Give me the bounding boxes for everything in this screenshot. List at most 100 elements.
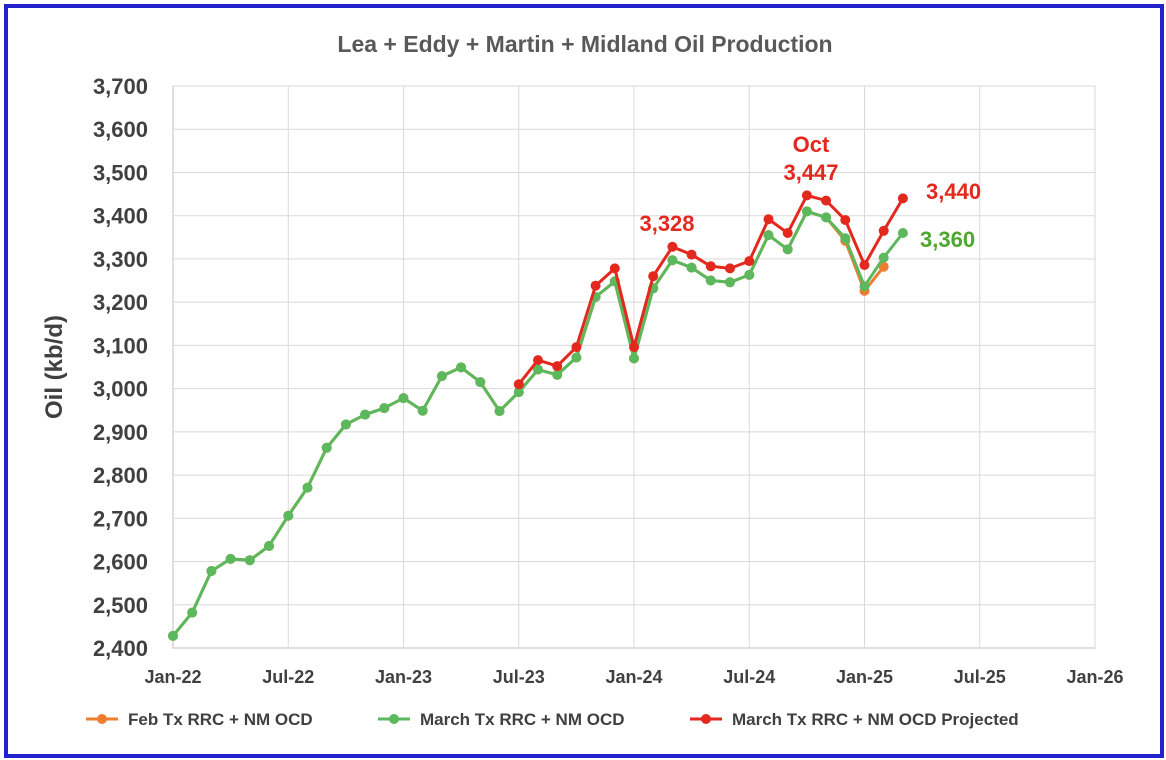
data-point <box>571 342 582 353</box>
annotation-3360: 3,360 <box>920 227 975 252</box>
data-point <box>302 482 313 493</box>
chart-title: Lea + Eddy + Martin + Midland Oil Produc… <box>337 31 832 57</box>
y-tick-label: 2,500 <box>93 593 148 618</box>
legend-item-march-projected: March Tx RRC + NM OCD Projected <box>690 710 1019 729</box>
y-tick-label: 3,000 <box>93 377 148 402</box>
data-point <box>878 261 889 272</box>
x-tick-label: Jan-22 <box>144 667 201 687</box>
x-tick-label: Jul-23 <box>493 667 545 687</box>
data-point <box>840 215 851 225</box>
y-axis-label: Oil (kb/d) <box>41 315 68 419</box>
data-point <box>878 225 889 236</box>
data-point <box>168 630 178 641</box>
x-tick-label: Jan-24 <box>605 667 662 687</box>
gridlines <box>173 85 1096 648</box>
series-lines <box>168 190 908 641</box>
y-tick-label: 2,600 <box>93 550 148 575</box>
data-point <box>552 369 563 380</box>
data-point <box>456 362 467 373</box>
data-point <box>244 555 255 566</box>
data-point <box>264 541 274 551</box>
series-3 <box>513 190 908 390</box>
data-point <box>801 190 812 201</box>
data-point <box>744 269 755 280</box>
legend-item-march: March Tx RRC + NM OCD <box>378 710 625 729</box>
data-point <box>686 262 697 273</box>
data-point <box>321 442 332 453</box>
data-point <box>398 393 409 404</box>
data-point <box>859 281 870 292</box>
data-point <box>801 206 812 217</box>
y-tick-label: 3,300 <box>93 247 148 272</box>
data-point <box>686 249 697 260</box>
data-point <box>859 260 870 270</box>
data-point <box>840 233 851 244</box>
data-point <box>571 352 582 363</box>
x-tick-label: Jul-24 <box>723 667 775 687</box>
annotation-3440: 3,440 <box>926 179 981 204</box>
y-tick-label: 2,400 <box>93 636 148 661</box>
y-tick-label: 2,800 <box>93 463 148 488</box>
legend-swatch-marker <box>97 714 107 724</box>
y-tick-label: 3,100 <box>93 333 148 358</box>
data-point <box>552 361 563 372</box>
y-tick-label: 3,500 <box>93 160 148 185</box>
data-point <box>821 195 832 206</box>
y-tick-label: 3,200 <box>93 290 148 315</box>
annotation-3328: 3,328 <box>639 211 694 236</box>
data-point <box>763 230 774 241</box>
data-point <box>513 387 524 398</box>
annotation-3447: 3,447 <box>783 160 838 185</box>
data-point <box>705 275 716 286</box>
data-point <box>206 566 217 576</box>
x-axis-ticks: Jan-22 Jul-22 Jan-23 Jul-23 Jan-24 Jul-24 Jan-… <box>144 667 1123 687</box>
data-point <box>763 214 774 225</box>
data-point <box>283 510 294 521</box>
data-point <box>629 342 639 353</box>
data-point <box>744 256 755 267</box>
data-point <box>187 607 198 618</box>
data-point <box>225 553 236 564</box>
y-tick-label: 3,700 <box>93 74 148 99</box>
data-point <box>340 419 351 430</box>
y-tick-label: 2,700 <box>93 506 148 531</box>
y-tick-label: 3,400 <box>93 204 148 229</box>
x-tick-label: Jan-26 <box>1066 667 1123 687</box>
data-point <box>379 403 390 414</box>
x-tick-label: Jul-25 <box>954 667 1006 687</box>
data-point <box>705 261 716 272</box>
data-point <box>648 271 659 282</box>
data-point <box>725 277 735 288</box>
data-point <box>897 228 908 238</box>
y-tick-label: 3,600 <box>93 117 148 142</box>
annotation-oct: Oct <box>793 132 830 157</box>
data-point <box>533 355 543 366</box>
x-tick-label: Jan-23 <box>375 667 432 687</box>
data-point <box>475 377 486 388</box>
data-point <box>417 405 428 416</box>
x-tick-label: Jul-22 <box>262 667 314 687</box>
annotations: 3,328 Oct 3,447 3,440 3,360 <box>639 132 981 252</box>
legend-item-feb: Feb Tx RRC + NM OCD <box>86 710 313 729</box>
x-tick-label: Jan-25 <box>836 667 893 687</box>
data-point <box>782 244 793 255</box>
data-point <box>533 364 543 375</box>
legend-swatch-marker <box>389 714 399 724</box>
data-point <box>494 406 505 417</box>
data-point <box>436 371 447 382</box>
legend-swatch-marker <box>701 714 711 724</box>
data-point <box>513 379 524 390</box>
data-point <box>590 280 601 291</box>
data-point <box>897 193 908 204</box>
data-point <box>360 409 371 420</box>
legend: Feb Tx RRC + NM OCD March Tx RRC + NM OC… <box>86 710 1019 729</box>
legend-label: Feb Tx RRC + NM OCD <box>128 710 313 729</box>
y-axis-ticks: 2,400 2,500 2,600 2,700 2,800 2,900 3,000 3,100… <box>93 74 148 661</box>
data-point <box>782 228 793 238</box>
data-point <box>609 263 620 274</box>
legend-label: March Tx RRC + NM OCD <box>420 710 625 729</box>
data-point <box>629 353 639 364</box>
data-point <box>725 263 735 274</box>
data-point <box>878 252 889 263</box>
